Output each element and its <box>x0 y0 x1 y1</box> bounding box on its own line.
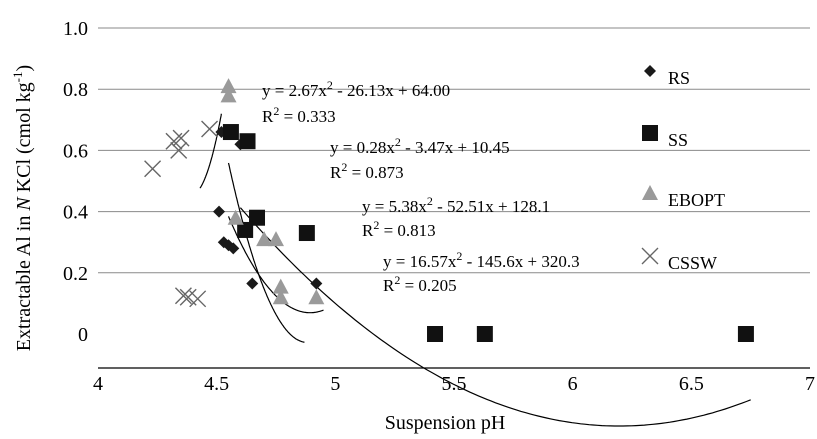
y-axis-title: Extractable Al in N KCl (cmol kg-1) <box>10 65 35 351</box>
trend-curve <box>227 216 324 314</box>
trend-curve <box>227 162 305 343</box>
ss-point <box>737 326 754 342</box>
y-axis-title-main: Extractable Al in N KCl (cmol kg <box>13 82 35 351</box>
ss-point <box>249 209 266 226</box>
legend-marker-rs <box>644 65 656 77</box>
x-tick-label: 6.5 <box>679 373 704 395</box>
x-tick-label: 4.5 <box>204 373 229 395</box>
ss-point <box>427 326 444 342</box>
y-tick-labels: 0 0.2 0.4 0.6 0.8 1.0 <box>63 18 88 346</box>
legend-label-rs: RS <box>668 68 690 88</box>
x-tick-label: 4 <box>93 373 103 395</box>
r-squared-label: R2 = 0.813 <box>362 218 436 240</box>
ebopt-point <box>227 209 244 225</box>
x-tick-label: 7 <box>805 373 815 395</box>
y-axis-title-close: ) <box>13 65 35 72</box>
ebopt-point <box>308 289 325 305</box>
ebopt-point <box>220 78 237 94</box>
ss-point <box>239 133 256 150</box>
y-axis-title-superscript: -1 <box>10 71 25 82</box>
ebopt-point <box>268 231 284 247</box>
legend-label-ebopt: EBOPT <box>668 190 725 210</box>
x-axis-title: Suspension pH <box>385 412 506 434</box>
ss-point <box>298 225 315 242</box>
trendline-equation: y = 0.28x2 - 3.47x + 10.45 <box>330 135 510 157</box>
cssw-point <box>172 129 190 147</box>
trendline-equation: y = 5.38x2 - 52.51x + 128.1 <box>362 194 550 216</box>
legend-label-cssw: CSSW <box>668 253 717 273</box>
ss-point <box>237 221 254 238</box>
legend-marker-cssw <box>641 247 659 265</box>
rs-point <box>227 242 240 255</box>
ebopt-point <box>220 87 237 103</box>
ebopt-point <box>256 231 273 247</box>
x-tick-label: 6 <box>568 373 578 395</box>
cssw-point <box>174 287 192 305</box>
ss-point <box>222 124 239 141</box>
ebopt-point <box>272 278 289 294</box>
trend-curve <box>199 113 222 189</box>
cssw-point <box>189 290 207 308</box>
legend-marker-ss <box>642 125 658 141</box>
rs-point <box>246 277 259 290</box>
y-tick-label: 0.2 <box>63 263 88 285</box>
trend-curve <box>239 207 751 427</box>
r-squared-label: R2 = 0.873 <box>330 160 404 182</box>
trendline-equation: y = 2.67x2 - 26.13x + 64.00 <box>262 78 450 100</box>
y-tick-label: 0.8 <box>63 79 88 101</box>
data-markers <box>144 78 754 342</box>
cssw-point <box>201 120 219 138</box>
cssw-point <box>144 160 162 178</box>
y-tick-label: 1.0 <box>63 18 88 40</box>
trendline-equation: y = 16.57x2 - 145.6x + 320.3 <box>383 249 580 271</box>
trendline-equations: y = 2.67x2 - 26.13x + 64.00 R2 = 0.333 y =… <box>262 78 580 295</box>
legend: RS SS EBOPT CSSW <box>641 65 725 273</box>
ss-point <box>476 326 493 342</box>
legend-label-ss: SS <box>668 130 688 150</box>
ebopt-point <box>272 289 289 305</box>
y-tick-label: 0.6 <box>63 140 88 162</box>
y-tick-label: 0 <box>78 324 88 346</box>
y-tick-label: 0.4 <box>63 202 88 224</box>
r-squared-label: R2 = 0.333 <box>262 104 336 126</box>
legend-marker-ebopt <box>642 185 658 200</box>
rs-point <box>310 277 323 290</box>
cssw-point <box>165 132 183 150</box>
x-tick-label: 5 <box>330 373 340 395</box>
r-squared-label: R2 = 0.205 <box>383 273 457 295</box>
rs-point <box>213 205 226 218</box>
